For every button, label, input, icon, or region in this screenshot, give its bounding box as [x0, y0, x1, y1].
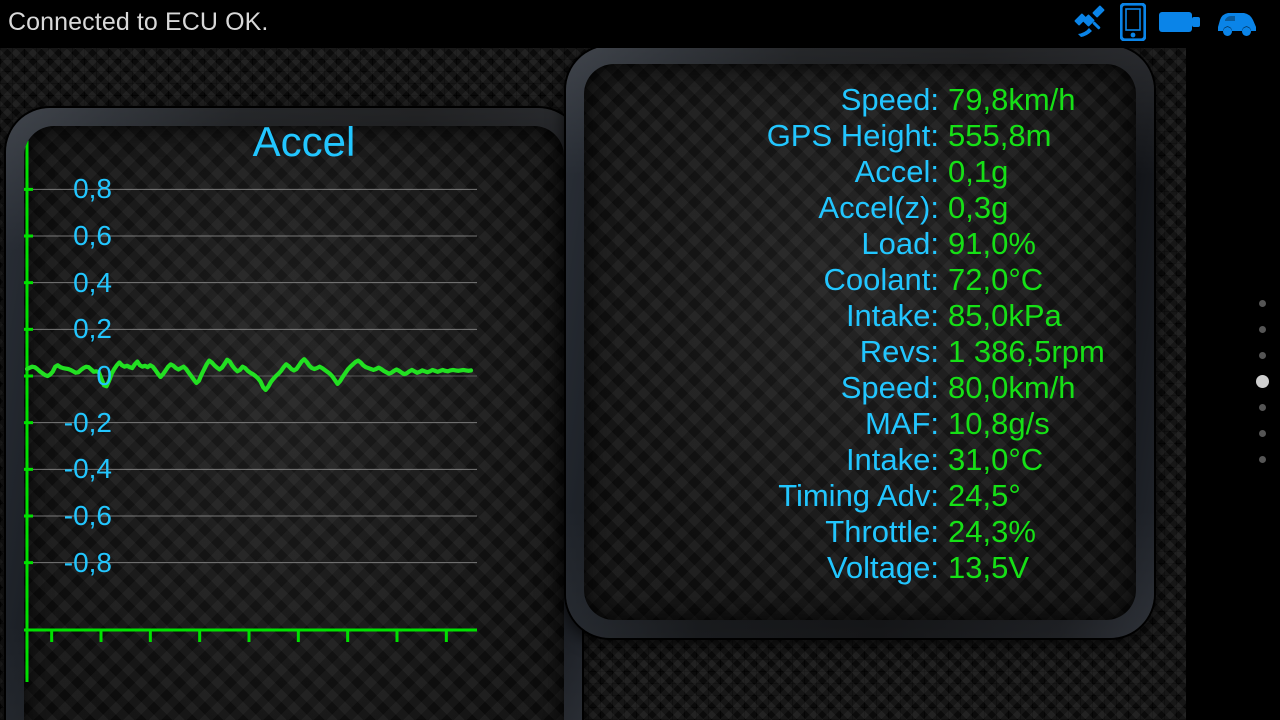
readout-label: Load: — [861, 226, 939, 261]
readout-row[interactable]: Speed: 80,0km/h — [596, 370, 1084, 406]
car-icon[interactable] — [1214, 7, 1260, 37]
readout-row[interactable]: Revs: 1 386,5rpm — [596, 334, 1105, 370]
readout-label: Voltage: — [826, 550, 939, 585]
chart-y-tick-label: 0,4 — [73, 266, 112, 298]
chart-y-tick-label: -0,2 — [63, 406, 112, 438]
readout-value: 24,3% — [948, 514, 1036, 549]
live-readouts-panel[interactable]: Speed: 79,8km/h GPS Height: 555,8m Accel: 0,1… — [566, 46, 1154, 638]
page-dot[interactable] — [1259, 326, 1266, 333]
readout-label: MAF: — [864, 406, 939, 441]
chart-y-tick-label: -0,8 — [63, 546, 112, 578]
connection-status-text: Connected to ECU OK. — [8, 8, 269, 36]
readout-row[interactable]: Throttle: 24,3% — [596, 514, 1084, 550]
readout-label: Intake: — [845, 442, 939, 477]
readout-value: 10,8g/s — [948, 406, 1050, 441]
chart-y-tick-label: -0,4 — [63, 453, 112, 485]
status-bar-icons — [1072, 3, 1260, 41]
readout-value: 0,1g — [948, 154, 1009, 189]
readout-label: Coolant: — [823, 262, 939, 297]
readout-label: Throttle: — [825, 514, 939, 549]
page-dot[interactable] — [1259, 300, 1266, 307]
readout-row[interactable]: Timing Adv: 24,5° — [596, 478, 1084, 514]
readout-label: Revs: — [859, 334, 939, 369]
chart-y-tick-label: 0 — [96, 360, 112, 391]
readout-label: Speed: — [840, 82, 939, 117]
page-dot-active[interactable] — [1256, 375, 1269, 388]
readout-row[interactable]: GPS Height: 555,8m — [596, 118, 1084, 154]
accel-chart-inner: Accel 0,80,60,40,20-0,2-0,4-0,6-0,8 9876… — [24, 126, 564, 720]
readout-row[interactable]: Load: 91,0% — [596, 226, 1084, 262]
readout-value: 31,0°C — [948, 442, 1044, 477]
chart-y-tick-label: -0,6 — [63, 500, 112, 531]
readout-value: 13,5V — [948, 550, 1030, 585]
status-bar: Connected to ECU OK. — [0, 0, 1280, 48]
readout-value: 24,5° — [948, 478, 1021, 513]
page-dot[interactable] — [1259, 404, 1266, 411]
readout-value: 80,0km/h — [948, 370, 1076, 405]
readout-row[interactable]: Accel: 0,1g — [596, 154, 1084, 190]
readout-label: GPS Height: — [766, 118, 939, 153]
accel-chart-area[interactable]: Accel 0,8 0,6 0,4 0,2 0 -0,2 -0,4 -0,6 -0,8 — [24, 126, 564, 686]
page-indicator[interactable] — [1256, 300, 1269, 463]
accel-chart-panel[interactable]: Accel 0,80,60,40,20-0,2-0,4-0,6-0,8 9876… — [6, 108, 582, 720]
live-readouts-inner: Speed: 79,8km/h GPS Height: 555,8m Accel: 0,1… — [584, 64, 1136, 620]
phone-icon[interactable] — [1120, 3, 1146, 41]
readout-label: Accel: — [854, 154, 939, 189]
page-dot[interactable] — [1259, 456, 1266, 463]
readout-label: Timing Adv: — [778, 478, 939, 513]
readout-row[interactable]: Intake: 31,0°C — [596, 442, 1084, 478]
readout-value: 85,0kPa — [948, 298, 1062, 333]
readout-list: Speed: 79,8km/h GPS Height: 555,8m Accel: 0,1… — [584, 64, 1136, 620]
readout-row[interactable]: MAF: 10,8g/s — [596, 406, 1084, 442]
chart-title: Accel — [252, 126, 356, 165]
gps-satellite-icon[interactable] — [1072, 4, 1108, 40]
readout-value: 555,8m — [948, 118, 1052, 153]
readout-row[interactable]: Intake: 85,0kPa — [596, 298, 1084, 334]
readout-value: 1 386,5rpm — [948, 334, 1105, 369]
readout-label: Intake: — [845, 298, 939, 333]
readout-value: 91,0% — [948, 226, 1036, 261]
readout-value: 72,0°C — [948, 262, 1044, 297]
readout-value: 0,3g — [948, 190, 1009, 225]
readout-row[interactable]: Coolant: 72,0°C — [596, 262, 1084, 298]
readout-value: 79,8km/h — [948, 82, 1076, 117]
page-dot[interactable] — [1259, 352, 1266, 359]
accel-chart-plot — [24, 126, 477, 682]
readout-row[interactable]: Speed: 79,8km/h — [596, 82, 1084, 118]
readout-label: Accel(z): — [818, 190, 939, 225]
chart-y-tick-label: 0,2 — [73, 313, 112, 345]
chart-y-tick-label: 0,8 — [73, 173, 112, 205]
chart-y-tick-label: 0,6 — [73, 220, 112, 251]
readout-label: Speed: — [840, 370, 939, 405]
readout-row[interactable]: Voltage: 13,5V — [596, 550, 1084, 586]
page-dot[interactable] — [1259, 430, 1266, 437]
battery-icon[interactable] — [1158, 7, 1202, 37]
readout-row[interactable]: Accel(z): 0,3g — [596, 190, 1084, 226]
